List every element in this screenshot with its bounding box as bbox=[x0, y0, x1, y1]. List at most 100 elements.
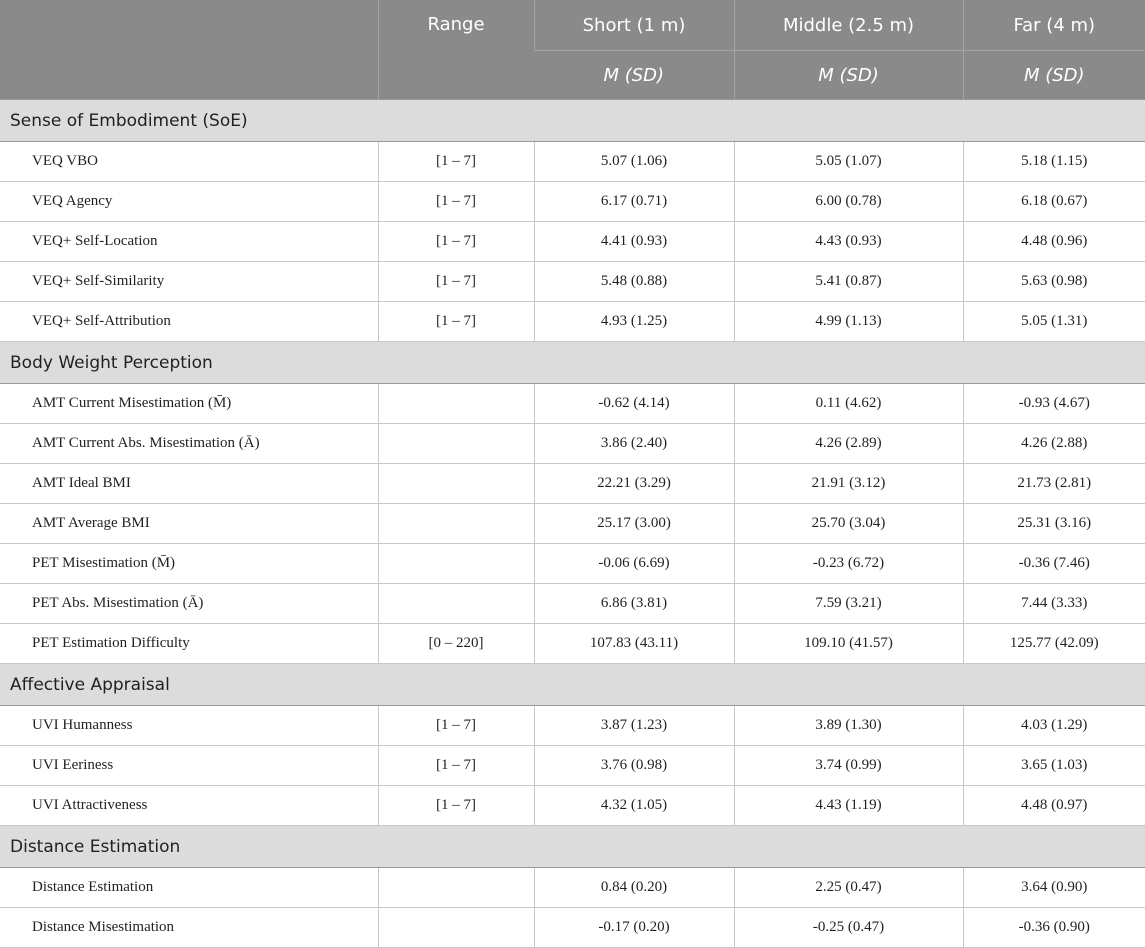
row-middle: -0.25 (0.47) bbox=[733, 907, 964, 948]
row-label: Distance Misestimation bbox=[0, 907, 379, 948]
row-label: AMT Current Abs. Misestimation (Ā) bbox=[0, 423, 379, 464]
row-short: 25.17 (3.00) bbox=[533, 503, 735, 544]
row-short: -0.06 (6.69) bbox=[533, 543, 735, 584]
table-row: PET Misestimation (M̄) -0.06 (6.69) -0.23 … bbox=[0, 543, 1145, 584]
row-label: UVI Eeriness bbox=[0, 745, 379, 786]
row-range: [1 – 7] bbox=[377, 221, 535, 262]
row-range bbox=[377, 543, 535, 584]
row-short: 5.07 (1.06) bbox=[533, 141, 735, 182]
subheader-row: M (SD) M (SD) M (SD) bbox=[0, 50, 1145, 100]
row-far: 6.18 (0.67) bbox=[962, 181, 1145, 222]
subheader-middle: M (SD) bbox=[733, 50, 963, 100]
header-row: Range Short (1 m) Middle (2.5 m) Far (4 … bbox=[0, 0, 1145, 100]
table-row: VEQ+ Self-Attribution [1 – 7] 4.93 (1.25) 4… bbox=[0, 301, 1145, 342]
table-row: Distance Estimation 0.84 (0.20) 2.25 (0.47… bbox=[0, 867, 1145, 908]
row-range bbox=[377, 383, 535, 424]
section-header-row: Affective Appraisal bbox=[0, 663, 1145, 706]
row-label: PET Estimation Difficulty bbox=[0, 623, 379, 664]
row-label: Distance Estimation bbox=[0, 867, 379, 908]
row-middle: 109.10 (41.57) bbox=[733, 623, 964, 664]
table-row: AMT Current Abs. Misestimation (Ā) 3.86 (… bbox=[0, 423, 1145, 464]
row-label: VEQ VBO bbox=[0, 141, 379, 182]
section-title: Body Weight Perception bbox=[0, 341, 1145, 384]
row-range: [1 – 7] bbox=[377, 141, 535, 182]
table-body: Sense of Embodiment (SoE) VEQ VBO [1 – 7] 5… bbox=[0, 99, 1145, 948]
table-row: Distance Misestimation -0.17 (0.20) -0.25 … bbox=[0, 907, 1145, 948]
header-far: Far (4 m) bbox=[962, 0, 1145, 51]
row-far: 5.18 (1.15) bbox=[962, 141, 1145, 182]
row-label: VEQ+ Self-Location bbox=[0, 221, 379, 262]
table-row: AMT Current Misestimation (M̄) -0.62 (4.1… bbox=[0, 383, 1145, 424]
row-range: [0 – 220] bbox=[377, 623, 535, 664]
row-far: 21.73 (2.81) bbox=[962, 463, 1145, 504]
header-range: Range bbox=[377, 0, 534, 100]
table-row: UVI Attractiveness [1 – 7] 4.32 (1.05) 4.43… bbox=[0, 785, 1145, 826]
row-range bbox=[377, 503, 535, 544]
row-short: 3.76 (0.98) bbox=[533, 745, 735, 786]
table-row: VEQ+ Self-Similarity [1 – 7] 5.48 (0.88) 5.… bbox=[0, 261, 1145, 302]
subheader-far: M (SD) bbox=[962, 50, 1145, 100]
row-short: 6.86 (3.81) bbox=[533, 583, 735, 624]
row-range: [1 – 7] bbox=[377, 301, 535, 342]
row-far: 3.64 (0.90) bbox=[962, 867, 1145, 908]
header-short: Short (1 m) bbox=[533, 0, 734, 51]
row-short: -0.62 (4.14) bbox=[533, 383, 735, 424]
row-middle: 21.91 (3.12) bbox=[733, 463, 964, 504]
row-middle: -0.23 (6.72) bbox=[733, 543, 964, 584]
row-label: AMT Ideal BMI bbox=[0, 463, 379, 504]
section-header-row: Distance Estimation bbox=[0, 825, 1145, 868]
row-far: -0.93 (4.67) bbox=[962, 383, 1145, 424]
table-row: VEQ+ Self-Location [1 – 7] 4.41 (0.93) 4.43… bbox=[0, 221, 1145, 262]
row-middle: 25.70 (3.04) bbox=[733, 503, 964, 544]
row-far: 3.65 (1.03) bbox=[962, 745, 1145, 786]
row-short: 107.83 (43.11) bbox=[533, 623, 735, 664]
row-middle: 7.59 (3.21) bbox=[733, 583, 964, 624]
table-row: VEQ Agency [1 – 7] 6.17 (0.71) 6.00 (0.78) 6… bbox=[0, 181, 1145, 222]
table-header: Range Short (1 m) Middle (2.5 m) Far (4 … bbox=[0, 0, 1145, 100]
row-middle: 3.74 (0.99) bbox=[733, 745, 964, 786]
row-far: 5.63 (0.98) bbox=[962, 261, 1145, 302]
row-label: AMT Average BMI bbox=[0, 503, 379, 544]
row-label: VEQ+ Self-Similarity bbox=[0, 261, 379, 302]
row-middle: 4.99 (1.13) bbox=[733, 301, 964, 342]
row-far: 4.48 (0.96) bbox=[962, 221, 1145, 262]
row-short: 5.48 (0.88) bbox=[533, 261, 735, 302]
table-row: AMT Average BMI 25.17 (3.00) 25.70 (3.04) 2… bbox=[0, 503, 1145, 544]
row-middle: 4.43 (0.93) bbox=[733, 221, 964, 262]
row-middle: 0.11 (4.62) bbox=[733, 383, 964, 424]
row-range bbox=[377, 907, 535, 948]
row-middle: 6.00 (0.78) bbox=[733, 181, 964, 222]
row-short: -0.17 (0.20) bbox=[533, 907, 735, 948]
table-row: PET Abs. Misestimation (Ā) 6.86 (3.81) 7.5… bbox=[0, 583, 1145, 624]
row-middle: 5.05 (1.07) bbox=[733, 141, 964, 182]
subheader-short: M (SD) bbox=[534, 50, 734, 100]
row-range bbox=[377, 583, 535, 624]
row-short: 22.21 (3.29) bbox=[533, 463, 735, 504]
row-range bbox=[377, 463, 535, 504]
row-short: 4.93 (1.25) bbox=[533, 301, 735, 342]
row-short: 6.17 (0.71) bbox=[533, 181, 735, 222]
row-range bbox=[377, 867, 535, 908]
table-row: VEQ VBO [1 – 7] 5.07 (1.06) 5.05 (1.07) 5.18… bbox=[0, 141, 1145, 182]
row-label: AMT Current Misestimation (M̄) bbox=[0, 383, 379, 424]
row-label: PET Misestimation (M̄) bbox=[0, 543, 379, 584]
row-middle: 4.43 (1.19) bbox=[733, 785, 964, 826]
row-label: UVI Attractiveness bbox=[0, 785, 379, 826]
table-row: PET Estimation Difficulty [0 – 220] 107.83… bbox=[0, 623, 1145, 664]
row-short: 4.32 (1.05) bbox=[533, 785, 735, 826]
header-middle: Middle (2.5 m) bbox=[733, 0, 963, 51]
row-middle: 3.89 (1.30) bbox=[733, 705, 964, 746]
row-short: 3.87 (1.23) bbox=[533, 705, 735, 746]
row-range: [1 – 7] bbox=[377, 745, 535, 786]
row-short: 4.41 (0.93) bbox=[533, 221, 735, 262]
section-title: Affective Appraisal bbox=[0, 663, 1145, 706]
row-range bbox=[377, 423, 535, 464]
row-short: 0.84 (0.20) bbox=[533, 867, 735, 908]
row-far: -0.36 (0.90) bbox=[962, 907, 1145, 948]
row-range: [1 – 7] bbox=[377, 705, 535, 746]
section-title: Distance Estimation bbox=[0, 825, 1145, 868]
row-range: [1 – 7] bbox=[377, 261, 535, 302]
row-far: -0.36 (7.46) bbox=[962, 543, 1145, 584]
table-row: UVI Eeriness [1 – 7] 3.76 (0.98) 3.74 (0.99… bbox=[0, 745, 1145, 786]
